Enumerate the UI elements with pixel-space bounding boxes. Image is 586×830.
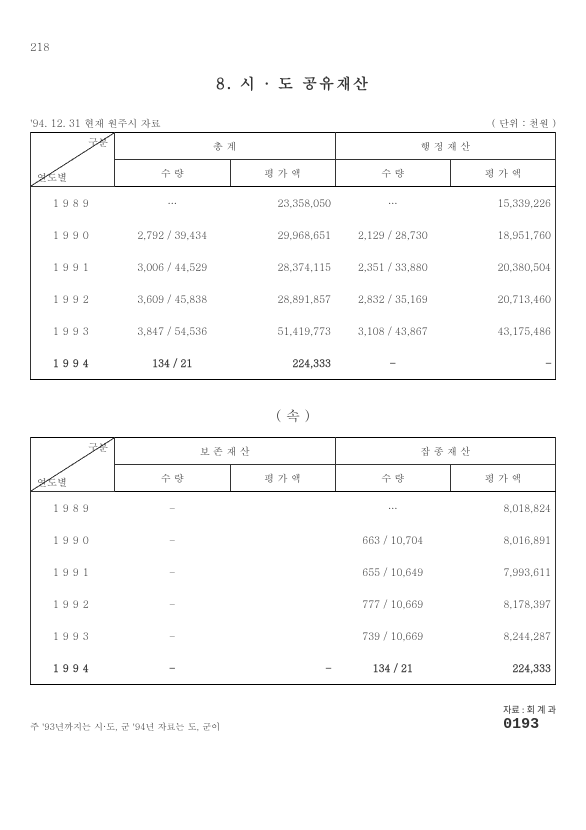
qty-cell: – [115,524,231,556]
year-cell: 1993 [31,620,115,652]
qty-cell: 2,351 / 33,880 [335,251,451,283]
table-row: 19902,792 / 39,43429,968,6512,129 / 28,7… [31,219,556,251]
qty-cell: … [335,492,451,525]
val-cell: 51,419,773 [230,315,335,347]
h-val1: 평 가 액 [230,160,335,187]
qty-cell: 777 / 10,669 [335,588,451,620]
val-cell: 23,358,050 [230,187,335,220]
qty-cell: 2,129 / 28,730 [335,219,451,251]
year-cell: 1991 [31,251,115,283]
year-cell: 1990 [31,219,115,251]
val-cell: 29,968,651 [230,219,335,251]
table-row: 1990– 663 / 10,7048,016,891 [31,524,556,556]
qty-cell: 2,792 / 39,434 [115,219,231,251]
h-qty2: 수 량 [335,160,451,187]
table-1: 구분 연도별 총 계 행 정 재 산 수 량 평 가 액 수 량 평 가 액 1… [30,132,556,380]
h-qty2b: 수 량 [335,465,451,492]
year-cell: 1993 [31,315,115,347]
val-cell: 8,244,287 [451,620,556,652]
h-qty1: 수 량 [115,160,231,187]
table-row: 1993– 739 / 10,6698,244,287 [31,620,556,652]
footnote: 주 '93년까지는 시·도, 군 '94년 자료는 도, 군이 [30,720,220,733]
qty-cell: – [335,347,451,380]
val-cell: 8,018,824 [451,492,556,525]
val-cell: 28,891,857 [230,283,335,315]
val-cell: – [230,652,335,685]
val-cell: – [451,347,556,380]
val-cell [230,492,335,525]
year-cell: 1992 [31,283,115,315]
table-row: 1989…23,358,050…15,339,226 [31,187,556,220]
h-preserve: 보 존 재 산 [115,438,336,465]
h-admin: 행 정 재 산 [335,133,556,160]
qty-cell: 663 / 10,704 [335,524,451,556]
stamp: 자료 : 회 계 과 0193 [503,703,556,733]
year-cell: 1994 [31,347,115,380]
table-2: 구분 연도별 보 존 재 산 잡 종 재 산 수 량 평 가 액 수 량 평 가… [30,437,556,685]
year-cell: 1992 [31,588,115,620]
table-row-total: 1994––134 / 21224,333 [31,652,556,685]
h-misc: 잡 종 재 산 [335,438,556,465]
h-val2: 평 가 액 [451,160,556,187]
qty-cell: 3,108 / 43,867 [335,315,451,347]
table-row: 1989– …8,018,824 [31,492,556,525]
unit-note: ( 단위 : 천원 ) [492,116,556,130]
h-total: 총 계 [115,133,336,160]
h-val1b: 평 가 액 [230,465,335,492]
doc-title: 8. 시 · 도 공유재산 [30,73,556,94]
val-cell: 20,713,460 [451,283,556,315]
subheading-row: '94. 12. 31 현재 원주시 자료 ( 단위 : 천원 ) [30,116,556,130]
table-row: 1992– 777 / 10,6698,178,397 [31,588,556,620]
val-cell: 7,993,611 [451,556,556,588]
continued-label: ( 속 ) [30,405,556,425]
page-number: 218 [30,40,556,55]
qty-cell: 3,847 / 54,536 [115,315,231,347]
qty-cell: – [115,492,231,525]
qty-cell: 3,006 / 44,529 [115,251,231,283]
val-cell: 15,339,226 [451,187,556,220]
year-cell: 1989 [31,187,115,220]
val-cell: 8,178,397 [451,588,556,620]
h-val2b: 평 가 액 [451,465,556,492]
table-row: 19933,847 / 54,53651,419,7733,108 / 43,8… [31,315,556,347]
val-cell [230,524,335,556]
val-cell: 28,374,115 [230,251,335,283]
val-cell: 224,333 [451,652,556,685]
table-row-total: 1994134 / 21224,333–– [31,347,556,380]
val-cell [230,588,335,620]
year-cell: 1989 [31,492,115,525]
val-cell: 20,380,504 [451,251,556,283]
qty-cell: 655 / 10,649 [335,556,451,588]
val-cell: 18,951,760 [451,219,556,251]
table-row: 19913,006 / 44,52928,374,1152,351 / 33,8… [31,251,556,283]
table-row: 19923,609 / 45,83828,891,8572,832 / 35,1… [31,283,556,315]
val-cell [230,556,335,588]
qty-cell: 134 / 21 [335,652,451,685]
qty-cell: – [115,652,231,685]
year-cell: 1994 [31,652,115,685]
source-note: 자료 : 회 계 과 [503,703,556,716]
qty-cell: … [335,187,451,220]
qty-cell: – [115,620,231,652]
qty-cell: … [115,187,231,220]
qty-cell: 3,609 / 45,838 [115,283,231,315]
val-cell: 8,016,891 [451,524,556,556]
as-of-note: '94. 12. 31 현재 원주시 자료 [30,116,161,130]
qty-cell: 2,832 / 35,169 [335,283,451,315]
qty-cell: – [115,556,231,588]
qty-cell: 739 / 10,669 [335,620,451,652]
qty-cell: 134 / 21 [115,347,231,380]
val-cell: 224,333 [230,347,335,380]
diag-header: 구분 연도별 [31,133,115,187]
table-row: 1991– 655 / 10,6497,993,611 [31,556,556,588]
footer: 주 '93년까지는 시·도, 군 '94년 자료는 도, 군이 자료 : 회 계… [30,703,556,733]
val-cell: 43,175,486 [451,315,556,347]
year-cell: 1990 [31,524,115,556]
h-qty1b: 수 량 [115,465,231,492]
qty-cell: – [115,588,231,620]
diag-header-2: 구분 연도별 [31,438,115,492]
val-cell [230,620,335,652]
year-cell: 1991 [31,556,115,588]
